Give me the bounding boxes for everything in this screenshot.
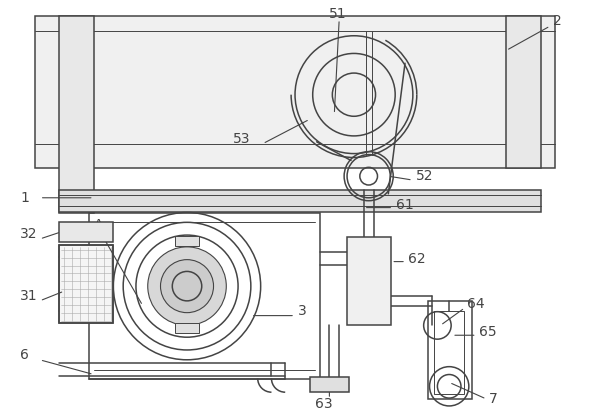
Text: 3: 3 [298,304,307,318]
Bar [59,245,113,323]
Text: 1: 1 [20,191,29,205]
Bar [310,377,349,392]
Bar [89,213,320,380]
Bar [59,190,540,211]
Bar [428,301,472,399]
Text: A: A [94,218,103,232]
Bar [35,16,555,169]
Circle shape [148,247,227,325]
Text: 52: 52 [416,169,433,183]
Text: 31: 31 [20,289,38,303]
Bar [59,222,113,242]
Text: 64: 64 [467,297,484,311]
Bar [176,236,199,246]
Text: 63: 63 [315,397,332,411]
Bar [347,237,391,325]
Bar [435,311,464,394]
Text: 61: 61 [396,198,414,211]
Text: 65: 65 [479,325,496,339]
Circle shape [161,260,213,313]
Bar [59,16,94,213]
Bar [176,323,199,333]
Bar [59,245,113,323]
Text: 2: 2 [553,14,562,28]
Text: 62: 62 [408,252,426,266]
Text: 6: 6 [20,348,29,362]
Text: 7: 7 [489,392,497,406]
Text: 32: 32 [20,227,37,241]
Text: 53: 53 [233,132,251,146]
Text: 51: 51 [329,7,347,21]
Bar [506,16,540,169]
